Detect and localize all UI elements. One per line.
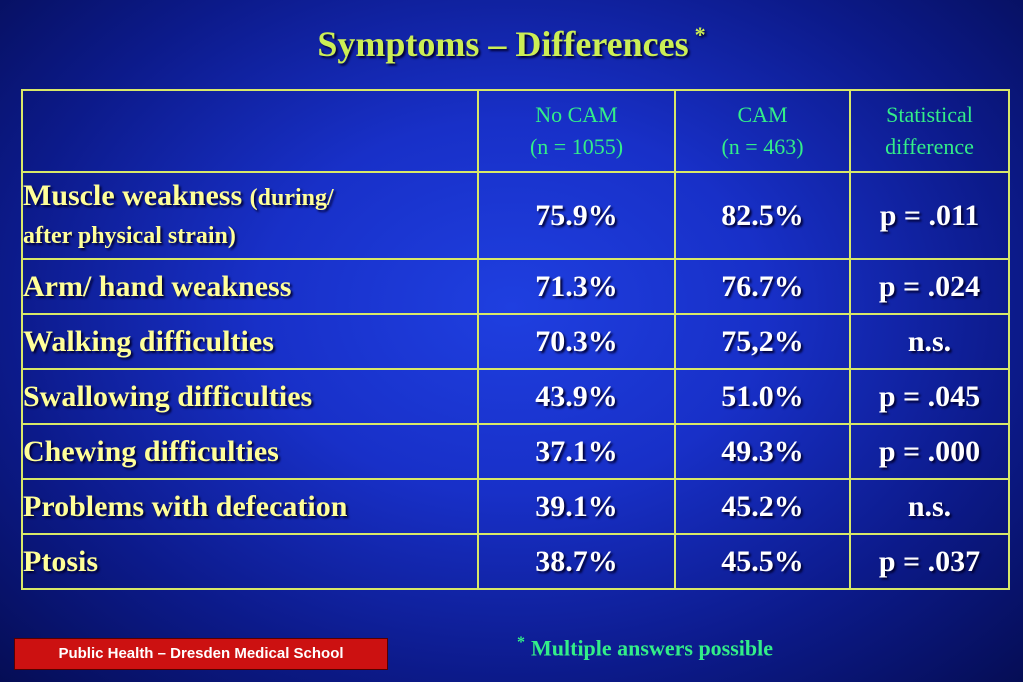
- row-label: Chewing difficulties: [21, 423, 479, 480]
- difference-value: n.s.: [849, 478, 1010, 535]
- cam-value: 45.5%: [674, 533, 851, 590]
- footnote-text: Multiple answers possible: [531, 635, 774, 661]
- row-label: Problems with defecation: [21, 478, 479, 535]
- header-no-cam-label: No CAM: [535, 102, 618, 127]
- row-label: Muscle weakness (during/ after physical …: [21, 171, 479, 260]
- header-cam-count: (n = 463): [721, 134, 804, 159]
- header-difference-line2: difference: [885, 134, 974, 159]
- row-label: Walking difficulties: [21, 313, 479, 370]
- difference-value: p = .000: [849, 423, 1010, 480]
- cam-value: 75,2%: [674, 313, 851, 370]
- row-label-main: Muscle weakness: [23, 178, 243, 212]
- cam-value: 49.3%: [674, 423, 851, 480]
- table-row: Problems with defecation 39.1% 45.2% n.s…: [21, 478, 1010, 535]
- difference-value: p = .011: [849, 171, 1010, 260]
- table-row: Muscle weakness (during/ after physical …: [21, 171, 1010, 260]
- table-row: Walking difficulties 70.3% 75,2% n.s.: [21, 313, 1010, 370]
- row-label-wrap: Muscle weakness (during/ after physical …: [23, 178, 477, 254]
- header-no-cam: No CAM (n = 1055): [477, 89, 676, 173]
- row-label: Swallowing difficulties: [21, 368, 479, 425]
- no-cam-value: 38.7%: [477, 533, 676, 590]
- header-cam-label: CAM: [737, 102, 788, 127]
- table-row: Arm/ hand weakness 71.3% 76.7% p = .024: [21, 258, 1010, 315]
- institution-badge: Public Health – Dresden Medical School: [14, 638, 388, 670]
- difference-value: n.s.: [849, 313, 1010, 370]
- no-cam-value: 75.9%: [477, 171, 676, 260]
- cam-value: 51.0%: [674, 368, 851, 425]
- table-row: Swallowing difficulties 43.9% 51.0% p = …: [21, 368, 1010, 425]
- row-label-note-1: (during/: [249, 184, 334, 211]
- row-label: Arm/ hand weakness: [21, 258, 479, 315]
- difference-value: p = .024: [849, 258, 1010, 315]
- symptoms-table: No CAM (n = 1055) CAM (n = 463) Statisti…: [21, 89, 1010, 590]
- footnote-marker: *: [517, 634, 525, 651]
- cam-value: 82.5%: [674, 171, 851, 260]
- no-cam-value: 71.3%: [477, 258, 676, 315]
- header-no-cam-count: (n = 1055): [529, 134, 624, 159]
- row-label-note-2: after physical strain): [23, 222, 236, 249]
- table-header-row: No CAM (n = 1055) CAM (n = 463) Statisti…: [21, 89, 1010, 173]
- no-cam-value: 39.1%: [477, 478, 676, 535]
- title-text: Symptoms – Differences: [317, 24, 689, 64]
- row-label: Ptosis: [21, 533, 479, 590]
- header-difference-line1: Statistical: [886, 102, 973, 127]
- header-cam: CAM (n = 463): [674, 89, 851, 173]
- header-empty-cell: [21, 89, 479, 173]
- cam-value: 45.2%: [674, 478, 851, 535]
- table-row: Ptosis 38.7% 45.5% p = .037: [21, 533, 1010, 590]
- footnote: * Multiple answers possible: [517, 634, 773, 661]
- cam-value: 76.7%: [674, 258, 851, 315]
- header-difference: Statistical difference: [849, 89, 1010, 173]
- table-row: Chewing difficulties 37.1% 49.3% p = .00…: [21, 423, 1010, 480]
- no-cam-value: 70.3%: [477, 313, 676, 370]
- difference-value: p = .045: [849, 368, 1010, 425]
- title-footnote-marker: *: [694, 22, 706, 47]
- no-cam-value: 37.1%: [477, 423, 676, 480]
- difference-value: p = .037: [849, 533, 1010, 590]
- no-cam-value: 43.9%: [477, 368, 676, 425]
- page-title: Symptoms – Differences *: [0, 22, 1023, 65]
